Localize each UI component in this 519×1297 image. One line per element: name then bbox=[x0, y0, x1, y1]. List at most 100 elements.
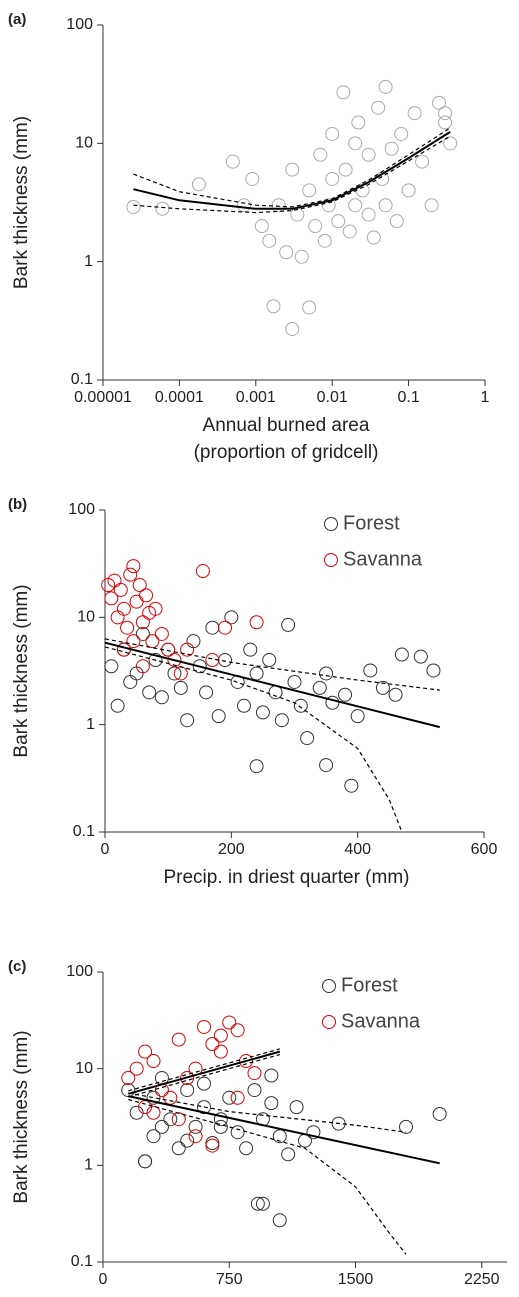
data-point bbox=[351, 115, 366, 130]
data-point bbox=[249, 615, 264, 630]
data-point bbox=[394, 126, 409, 141]
data-point bbox=[154, 690, 169, 705]
data-point bbox=[264, 1068, 279, 1083]
data-point bbox=[308, 219, 323, 234]
y-tick-label: 1 bbox=[84, 253, 93, 270]
data-point bbox=[250, 1196, 265, 1211]
data-point bbox=[135, 626, 150, 641]
data-point bbox=[317, 233, 332, 248]
data-point bbox=[148, 601, 163, 616]
data-point bbox=[142, 685, 157, 700]
data-point bbox=[120, 620, 135, 635]
data-point bbox=[188, 1119, 203, 1134]
data-point bbox=[407, 106, 422, 121]
data-point bbox=[255, 705, 270, 720]
data-point bbox=[180, 713, 195, 728]
data-point bbox=[264, 1096, 279, 1111]
data-point bbox=[197, 1076, 211, 1091]
data-point bbox=[145, 634, 160, 649]
data-point bbox=[348, 198, 363, 213]
fit-line bbox=[128, 1098, 407, 1255]
data-point bbox=[180, 1071, 195, 1086]
data-point bbox=[113, 582, 128, 597]
fit-line bbox=[128, 1048, 280, 1092]
data-point bbox=[191, 177, 206, 192]
data-point bbox=[378, 79, 393, 94]
y-axis-label: Bark thickness (mm) bbox=[11, 116, 32, 289]
data-point bbox=[426, 663, 441, 678]
data-point bbox=[321, 198, 336, 213]
data-point bbox=[132, 578, 147, 593]
panel-label: (c) bbox=[8, 958, 26, 975]
data-point bbox=[388, 687, 403, 702]
data-point bbox=[197, 1019, 211, 1034]
data-point bbox=[154, 626, 169, 641]
data-point bbox=[294, 249, 309, 264]
data-point bbox=[239, 1054, 254, 1069]
data-point bbox=[213, 1119, 228, 1134]
data-point bbox=[255, 1196, 270, 1211]
data-point bbox=[205, 1036, 220, 1051]
data-point bbox=[186, 634, 201, 649]
x-tick-label: 0 bbox=[99, 1271, 108, 1288]
data-point bbox=[155, 201, 170, 216]
data-point bbox=[230, 1125, 245, 1140]
panel-label: (a) bbox=[8, 11, 26, 28]
data-point bbox=[205, 1136, 220, 1151]
data-point bbox=[338, 162, 353, 177]
data-point bbox=[378, 198, 393, 213]
panel-label: (b) bbox=[8, 496, 27, 513]
data-point bbox=[129, 1061, 144, 1076]
data-point bbox=[413, 649, 428, 664]
data-point bbox=[361, 207, 376, 222]
data-point bbox=[110, 698, 125, 713]
data-point bbox=[245, 171, 260, 186]
data-point bbox=[262, 653, 277, 668]
data-point bbox=[192, 659, 207, 674]
data-point bbox=[225, 154, 240, 169]
data-point bbox=[363, 663, 378, 678]
data-point bbox=[222, 1090, 237, 1105]
data-point bbox=[249, 759, 264, 774]
x-tick-label: 1 bbox=[481, 389, 490, 406]
y-tick-label: 100 bbox=[66, 16, 93, 33]
data-point bbox=[302, 300, 317, 315]
data-point bbox=[213, 1112, 228, 1127]
data-point bbox=[249, 666, 264, 681]
data-point bbox=[443, 136, 458, 151]
data-point bbox=[342, 224, 357, 239]
data-point bbox=[129, 1105, 144, 1120]
data-point bbox=[116, 601, 131, 616]
data-point bbox=[126, 199, 141, 214]
data-point bbox=[319, 666, 334, 681]
data-point bbox=[138, 1044, 153, 1059]
data-point bbox=[375, 680, 390, 695]
data-point bbox=[135, 615, 150, 630]
x-tick-label: 1500 bbox=[338, 1271, 374, 1288]
data-point bbox=[230, 1023, 245, 1038]
data-point bbox=[171, 1032, 186, 1047]
data-point bbox=[167, 653, 182, 668]
data-point bbox=[432, 1106, 447, 1121]
data-point bbox=[312, 680, 327, 695]
fit-line bbox=[128, 1050, 281, 1095]
fit-line bbox=[104, 638, 440, 691]
data-point bbox=[399, 1119, 413, 1134]
x-tick-label: 750 bbox=[216, 1271, 243, 1288]
x-axis-label: Precip. in driest quarter (mm) bbox=[163, 867, 409, 888]
data-point bbox=[222, 1015, 237, 1030]
y-tick-label: 10 bbox=[77, 609, 95, 626]
data-point bbox=[146, 1090, 161, 1105]
y-tick-label: 0.1 bbox=[71, 371, 93, 388]
data-point bbox=[154, 1119, 169, 1134]
y-axis-label: Bark thickness (mm) bbox=[11, 584, 32, 757]
data-point bbox=[213, 1044, 228, 1059]
data-point bbox=[121, 1071, 136, 1086]
data-point bbox=[279, 245, 294, 260]
data-point bbox=[389, 214, 404, 229]
data-point bbox=[163, 1090, 178, 1105]
data-point bbox=[129, 594, 144, 609]
legend-marker bbox=[324, 517, 338, 531]
data-point bbox=[247, 1066, 262, 1081]
